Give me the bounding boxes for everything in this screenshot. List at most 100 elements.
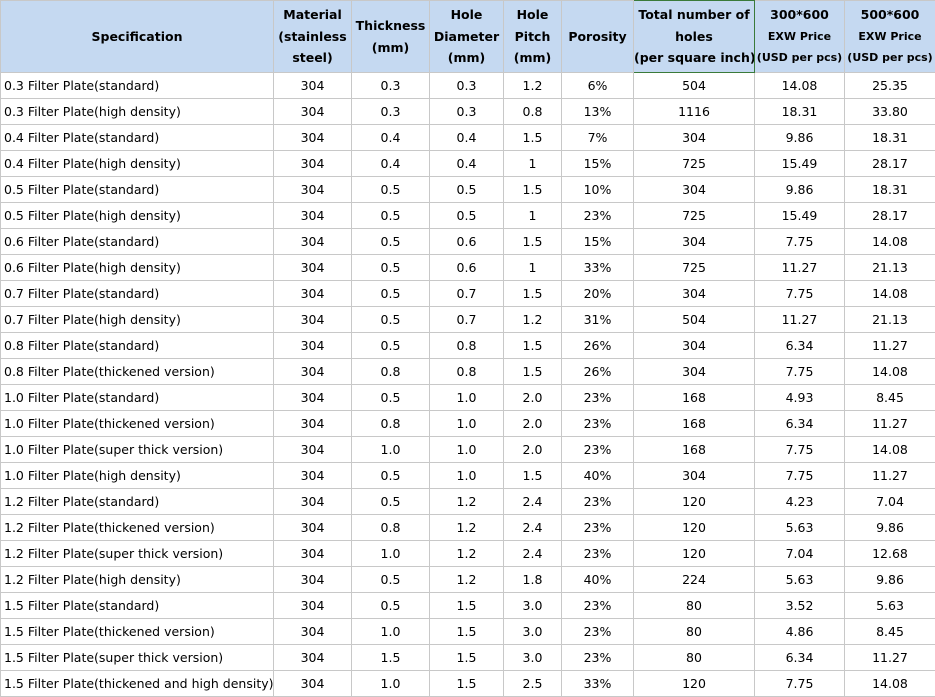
cell-price-500x600[interactable]: 14.08 — [844, 436, 935, 463]
cell-hole-pitch[interactable]: 1.5 — [503, 358, 562, 385]
cell-price-300x600[interactable]: 7.75 — [754, 462, 845, 489]
cell-hole-diameter[interactable]: 0.7 — [429, 280, 504, 307]
cell-price-300x600[interactable]: 5.63 — [754, 566, 845, 593]
cell-hole-pitch[interactable]: 3.0 — [503, 592, 562, 619]
cell-hole-pitch[interactable]: 1 — [503, 150, 562, 177]
cell-porosity[interactable]: 23% — [561, 540, 634, 567]
cell-hole-diameter[interactable]: 0.3 — [429, 98, 504, 125]
cell-material[interactable]: 304 — [273, 618, 352, 645]
cell-material[interactable]: 304 — [273, 306, 352, 333]
cell-total-holes[interactable]: 304 — [633, 332, 755, 359]
cell-hole-pitch[interactable]: 1.5 — [503, 176, 562, 203]
cell-price-500x600[interactable]: 25.35 — [844, 72, 935, 99]
cell-price-300x600[interactable]: 11.27 — [754, 254, 845, 281]
header-hole-pitch[interactable]: Hole Pitch (mm) — [503, 0, 562, 73]
cell-price-300x600[interactable]: 7.75 — [754, 358, 845, 385]
cell-hole-diameter[interactable]: 1.5 — [429, 670, 504, 697]
cell-hole-pitch[interactable]: 1.5 — [503, 332, 562, 359]
cell-hole-diameter[interactable]: 1.0 — [429, 462, 504, 489]
cell-price-300x600[interactable]: 11.27 — [754, 306, 845, 333]
cell-porosity[interactable]: 7% — [561, 124, 634, 151]
cell-specification[interactable]: 1.2 Filter Plate(super thick version) — [0, 540, 274, 567]
cell-price-500x600[interactable]: 11.27 — [844, 332, 935, 359]
cell-porosity[interactable]: 23% — [561, 202, 634, 229]
cell-hole-pitch[interactable]: 1.8 — [503, 566, 562, 593]
cell-thickness[interactable]: 0.5 — [351, 462, 430, 489]
cell-material[interactable]: 304 — [273, 436, 352, 463]
cell-total-holes[interactable]: 304 — [633, 358, 755, 385]
cell-porosity[interactable]: 13% — [561, 98, 634, 125]
cell-hole-diameter[interactable]: 1.5 — [429, 644, 504, 671]
cell-specification[interactable]: 0.3 Filter Plate(standard) — [0, 72, 274, 99]
cell-thickness[interactable]: 1.0 — [351, 540, 430, 567]
cell-hole-diameter[interactable]: 1.2 — [429, 514, 504, 541]
cell-total-holes[interactable]: 168 — [633, 384, 755, 411]
cell-price-300x600[interactable]: 7.04 — [754, 540, 845, 567]
cell-hole-diameter[interactable]: 0.5 — [429, 176, 504, 203]
cell-material[interactable]: 304 — [273, 592, 352, 619]
cell-total-holes[interactable]: 504 — [633, 72, 755, 99]
header-price-300x600[interactable]: 300*600 EXW Price (USD per pcs) — [754, 0, 845, 73]
cell-material[interactable]: 304 — [273, 228, 352, 255]
cell-price-300x600[interactable]: 3.52 — [754, 592, 845, 619]
cell-price-300x600[interactable]: 18.31 — [754, 98, 845, 125]
cell-hole-diameter[interactable]: 0.8 — [429, 358, 504, 385]
cell-material[interactable]: 304 — [273, 410, 352, 437]
cell-thickness[interactable]: 0.5 — [351, 566, 430, 593]
cell-total-holes[interactable]: 168 — [633, 410, 755, 437]
cell-thickness[interactable]: 1.0 — [351, 618, 430, 645]
cell-total-holes[interactable]: 504 — [633, 306, 755, 333]
cell-material[interactable]: 304 — [273, 332, 352, 359]
cell-price-500x600[interactable]: 8.45 — [844, 618, 935, 645]
cell-price-500x600[interactable]: 33.80 — [844, 98, 935, 125]
cell-hole-pitch[interactable]: 3.0 — [503, 644, 562, 671]
cell-price-500x600[interactable]: 18.31 — [844, 176, 935, 203]
cell-price-500x600[interactable]: 12.68 — [844, 540, 935, 567]
cell-total-holes[interactable]: 120 — [633, 514, 755, 541]
cell-price-500x600[interactable]: 14.08 — [844, 670, 935, 697]
cell-specification[interactable]: 1.5 Filter Plate(thickened and high dens… — [0, 670, 274, 697]
cell-total-holes[interactable]: 304 — [633, 228, 755, 255]
cell-specification[interactable]: 0.7 Filter Plate(standard) — [0, 280, 274, 307]
cell-porosity[interactable]: 6% — [561, 72, 634, 99]
cell-specification[interactable]: 0.8 Filter Plate(thickened version) — [0, 358, 274, 385]
cell-specification[interactable]: 0.6 Filter Plate(high density) — [0, 254, 274, 281]
cell-price-300x600[interactable]: 5.63 — [754, 514, 845, 541]
cell-hole-diameter[interactable]: 0.4 — [429, 150, 504, 177]
cell-specification[interactable]: 1.5 Filter Plate(super thick version) — [0, 644, 274, 671]
cell-hole-diameter[interactable]: 0.5 — [429, 202, 504, 229]
cell-material[interactable]: 304 — [273, 644, 352, 671]
cell-thickness[interactable]: 0.5 — [351, 384, 430, 411]
cell-specification[interactable]: 0.5 Filter Plate(high density) — [0, 202, 274, 229]
cell-specification[interactable]: 1.5 Filter Plate(standard) — [0, 592, 274, 619]
cell-hole-diameter[interactable]: 1.5 — [429, 592, 504, 619]
cell-hole-pitch[interactable]: 2.4 — [503, 488, 562, 515]
cell-material[interactable]: 304 — [273, 98, 352, 125]
cell-specification[interactable]: 0.5 Filter Plate(standard) — [0, 176, 274, 203]
cell-material[interactable]: 304 — [273, 358, 352, 385]
cell-porosity[interactable]: 23% — [561, 488, 634, 515]
cell-porosity[interactable]: 40% — [561, 566, 634, 593]
cell-material[interactable]: 304 — [273, 280, 352, 307]
cell-hole-pitch[interactable]: 2.4 — [503, 514, 562, 541]
cell-specification[interactable]: 1.2 Filter Plate(high density) — [0, 566, 274, 593]
cell-thickness[interactable]: 0.5 — [351, 202, 430, 229]
cell-hole-diameter[interactable]: 1.0 — [429, 384, 504, 411]
cell-hole-pitch[interactable]: 1.2 — [503, 306, 562, 333]
cell-porosity[interactable]: 23% — [561, 592, 634, 619]
cell-thickness[interactable]: 0.8 — [351, 358, 430, 385]
cell-thickness[interactable]: 0.5 — [351, 176, 430, 203]
cell-porosity[interactable]: 20% — [561, 280, 634, 307]
cell-thickness[interactable]: 0.3 — [351, 98, 430, 125]
cell-price-300x600[interactable]: 15.49 — [754, 150, 845, 177]
cell-thickness[interactable]: 0.5 — [351, 488, 430, 515]
cell-hole-diameter[interactable]: 0.4 — [429, 124, 504, 151]
cell-material[interactable]: 304 — [273, 514, 352, 541]
cell-price-500x600[interactable]: 5.63 — [844, 592, 935, 619]
cell-price-300x600[interactable]: 9.86 — [754, 124, 845, 151]
cell-specification[interactable]: 0.4 Filter Plate(high density) — [0, 150, 274, 177]
cell-price-500x600[interactable]: 28.17 — [844, 202, 935, 229]
cell-hole-pitch[interactable]: 1.5 — [503, 280, 562, 307]
cell-specification[interactable]: 0.4 Filter Plate(standard) — [0, 124, 274, 151]
header-thickness[interactable]: Thickness (mm) — [351, 0, 430, 73]
